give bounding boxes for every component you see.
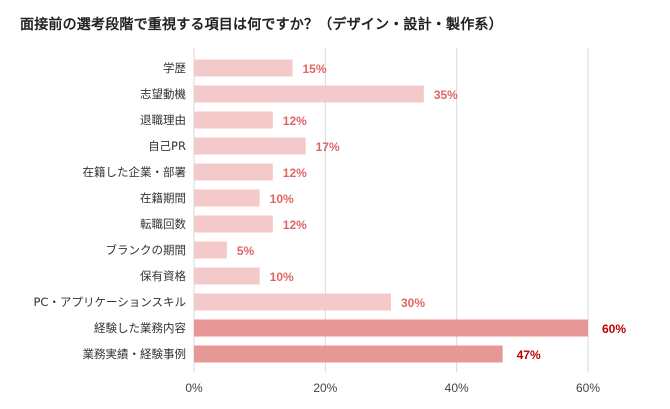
category-label: 志望動機: [140, 87, 186, 101]
bar: [194, 267, 260, 285]
tick-label: 40%: [445, 381, 469, 395]
data-label: 10%: [270, 192, 294, 206]
data-label: 10%: [270, 270, 294, 284]
data-label: 60%: [602, 322, 626, 336]
bar: [194, 319, 588, 337]
category-label: 業務実績・経験事例: [83, 347, 187, 361]
data-label: 12%: [283, 114, 307, 128]
bar: [194, 241, 227, 259]
category-label: 経験した業務内容: [94, 321, 186, 335]
bar: [194, 163, 273, 181]
category-label: 在籍期間: [140, 191, 186, 205]
data-label: 12%: [283, 166, 307, 180]
bar: [194, 59, 293, 77]
category-label: 在籍した企業・部署: [83, 165, 187, 179]
bar: [194, 189, 260, 207]
category-label: PC・アプリケーションスキル: [33, 295, 186, 309]
category-label: 学歴: [163, 61, 186, 75]
data-label: 30%: [401, 296, 425, 310]
bar: [194, 215, 273, 233]
category-label: ブランクの期間: [106, 243, 187, 257]
category-label: 退職理由: [140, 113, 186, 127]
data-label: 47%: [517, 348, 541, 362]
bar: [194, 85, 424, 103]
data-label: 15%: [303, 62, 327, 76]
category-label: 転職回数: [140, 217, 186, 231]
tick-label: 0%: [185, 381, 203, 395]
category-label: 自己PR: [148, 139, 186, 153]
category-label: 保有資格: [140, 269, 186, 283]
chart-title: 面接前の選考段階で重視する項目は何ですか？（デザイン・設計・製作系）: [20, 17, 503, 33]
bar: [194, 137, 306, 155]
tick-label: 20%: [313, 381, 337, 395]
bar: [194, 345, 503, 363]
data-label: 5%: [237, 244, 255, 258]
tick-label: 60%: [576, 381, 600, 395]
data-label: 17%: [316, 140, 340, 154]
bar: [194, 111, 273, 129]
data-label: 35%: [434, 88, 458, 102]
bar: [194, 293, 391, 311]
data-label: 12%: [283, 218, 307, 232]
